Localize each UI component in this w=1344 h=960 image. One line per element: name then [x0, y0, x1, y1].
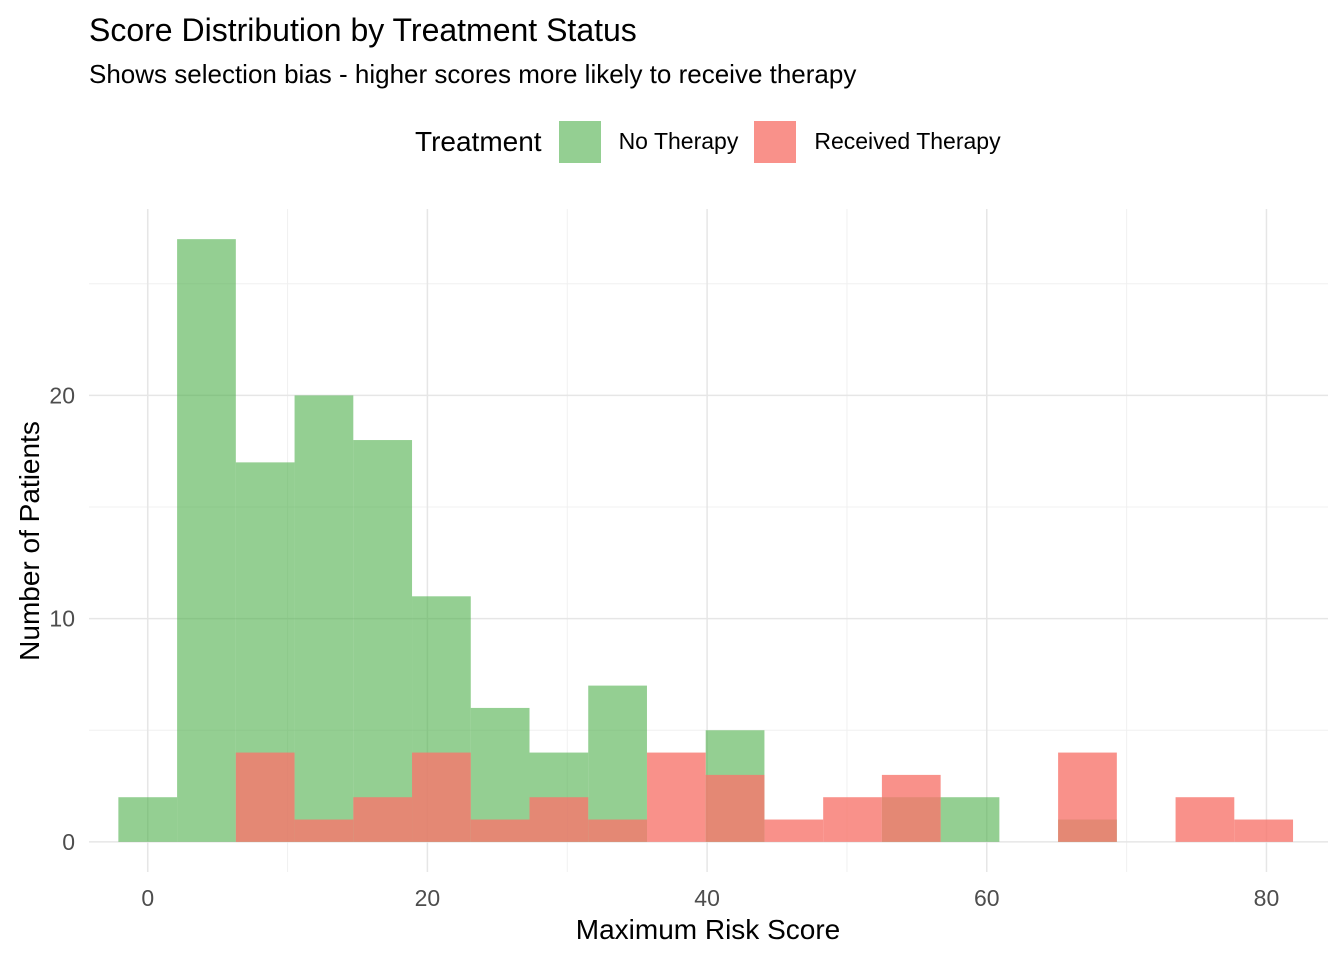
bar-received-therapy: [646, 752, 706, 842]
x-tick-label: 0: [141, 885, 154, 911]
bars: [118, 239, 1294, 842]
legend-key-no-therapy: [558, 120, 601, 163]
y-axis-label: Number of Patients: [14, 421, 45, 661]
bar-received-therapy: [235, 752, 295, 842]
y-tick-label: 20: [49, 382, 75, 408]
legend-label-no-therapy: No Therapy: [618, 128, 739, 154]
chart-subtitle: Shows selection bias - higher scores mor…: [89, 59, 857, 89]
y-tick-label: 0: [62, 829, 75, 855]
bar-no-therapy: [177, 239, 236, 842]
legend-key-received-therapy: [754, 120, 797, 163]
bar-received-therapy: [1058, 752, 1117, 842]
x-tick-label: 20: [415, 885, 441, 911]
bar-received-therapy: [881, 774, 941, 842]
bar-received-therapy: [529, 797, 589, 842]
x-tick-label: 60: [974, 885, 1000, 911]
bar-received-therapy: [353, 797, 413, 842]
bar-received-therapy: [705, 774, 765, 842]
legend: Treatment No Therapy Received Therapy: [415, 120, 1017, 163]
bar-no-therapy: [353, 440, 413, 842]
bar-no-therapy: [588, 685, 647, 842]
y-tick-label: 10: [49, 606, 75, 632]
bar-received-therapy: [764, 819, 824, 842]
bar-received-therapy: [1175, 797, 1235, 842]
x-axis-label: Maximum Risk Score: [576, 914, 840, 945]
legend-title: Treatment: [415, 125, 542, 157]
bar-received-therapy: [823, 797, 882, 842]
tick-labels: 0 20 40 60 80 0 10 20: [49, 382, 1279, 911]
bar-received-therapy: [412, 752, 471, 842]
x-tick-label: 80: [1254, 885, 1280, 911]
chart-title: Score Distribution by Treatment Status: [89, 12, 637, 48]
bar-received-therapy: [294, 819, 354, 842]
legend-label-received-therapy: Received Therapy: [814, 128, 1001, 154]
bar-no-therapy: [294, 395, 354, 842]
bar-received-therapy: [588, 819, 647, 842]
bar-no-therapy: [118, 797, 178, 842]
bar-no-therapy: [940, 797, 1000, 842]
x-tick-label: 40: [694, 885, 720, 911]
bar-received-therapy: [1234, 819, 1294, 842]
bar-received-therapy: [470, 819, 530, 842]
